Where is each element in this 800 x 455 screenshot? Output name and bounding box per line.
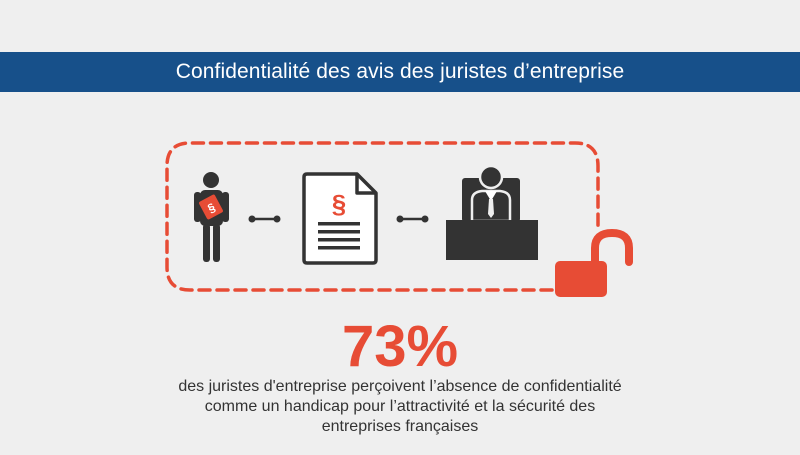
executive-at-desk-icon [446, 164, 538, 260]
stat-caption-line: comme un handicap pour l’attractivité et… [204, 398, 596, 415]
lawyer-person-icon: § [194, 172, 229, 262]
connector-line [396, 215, 429, 223]
legal-document-icon: § [302, 172, 378, 265]
stat-caption-line: des juristes d'entreprise perçoivent l’a… [178, 378, 622, 395]
statistic: 73% [0, 318, 800, 376]
stat-unit: % [406, 314, 459, 379]
page-title: Confidentialité des avis des juristes d’… [175, 60, 625, 83]
title-banner: Confidentialité des avis des juristes d’… [0, 52, 800, 92]
open-padlock-icon [555, 228, 633, 297]
connector-line [248, 215, 281, 223]
dashed-frame [165, 141, 600, 292]
stat-caption: des juristes d'entreprise perçoivent l’a… [100, 377, 700, 437]
stat-caption-line: entreprises françaises [321, 418, 479, 435]
stat-value: 73 [341, 314, 407, 379]
document-section-symbol: § [332, 189, 346, 219]
